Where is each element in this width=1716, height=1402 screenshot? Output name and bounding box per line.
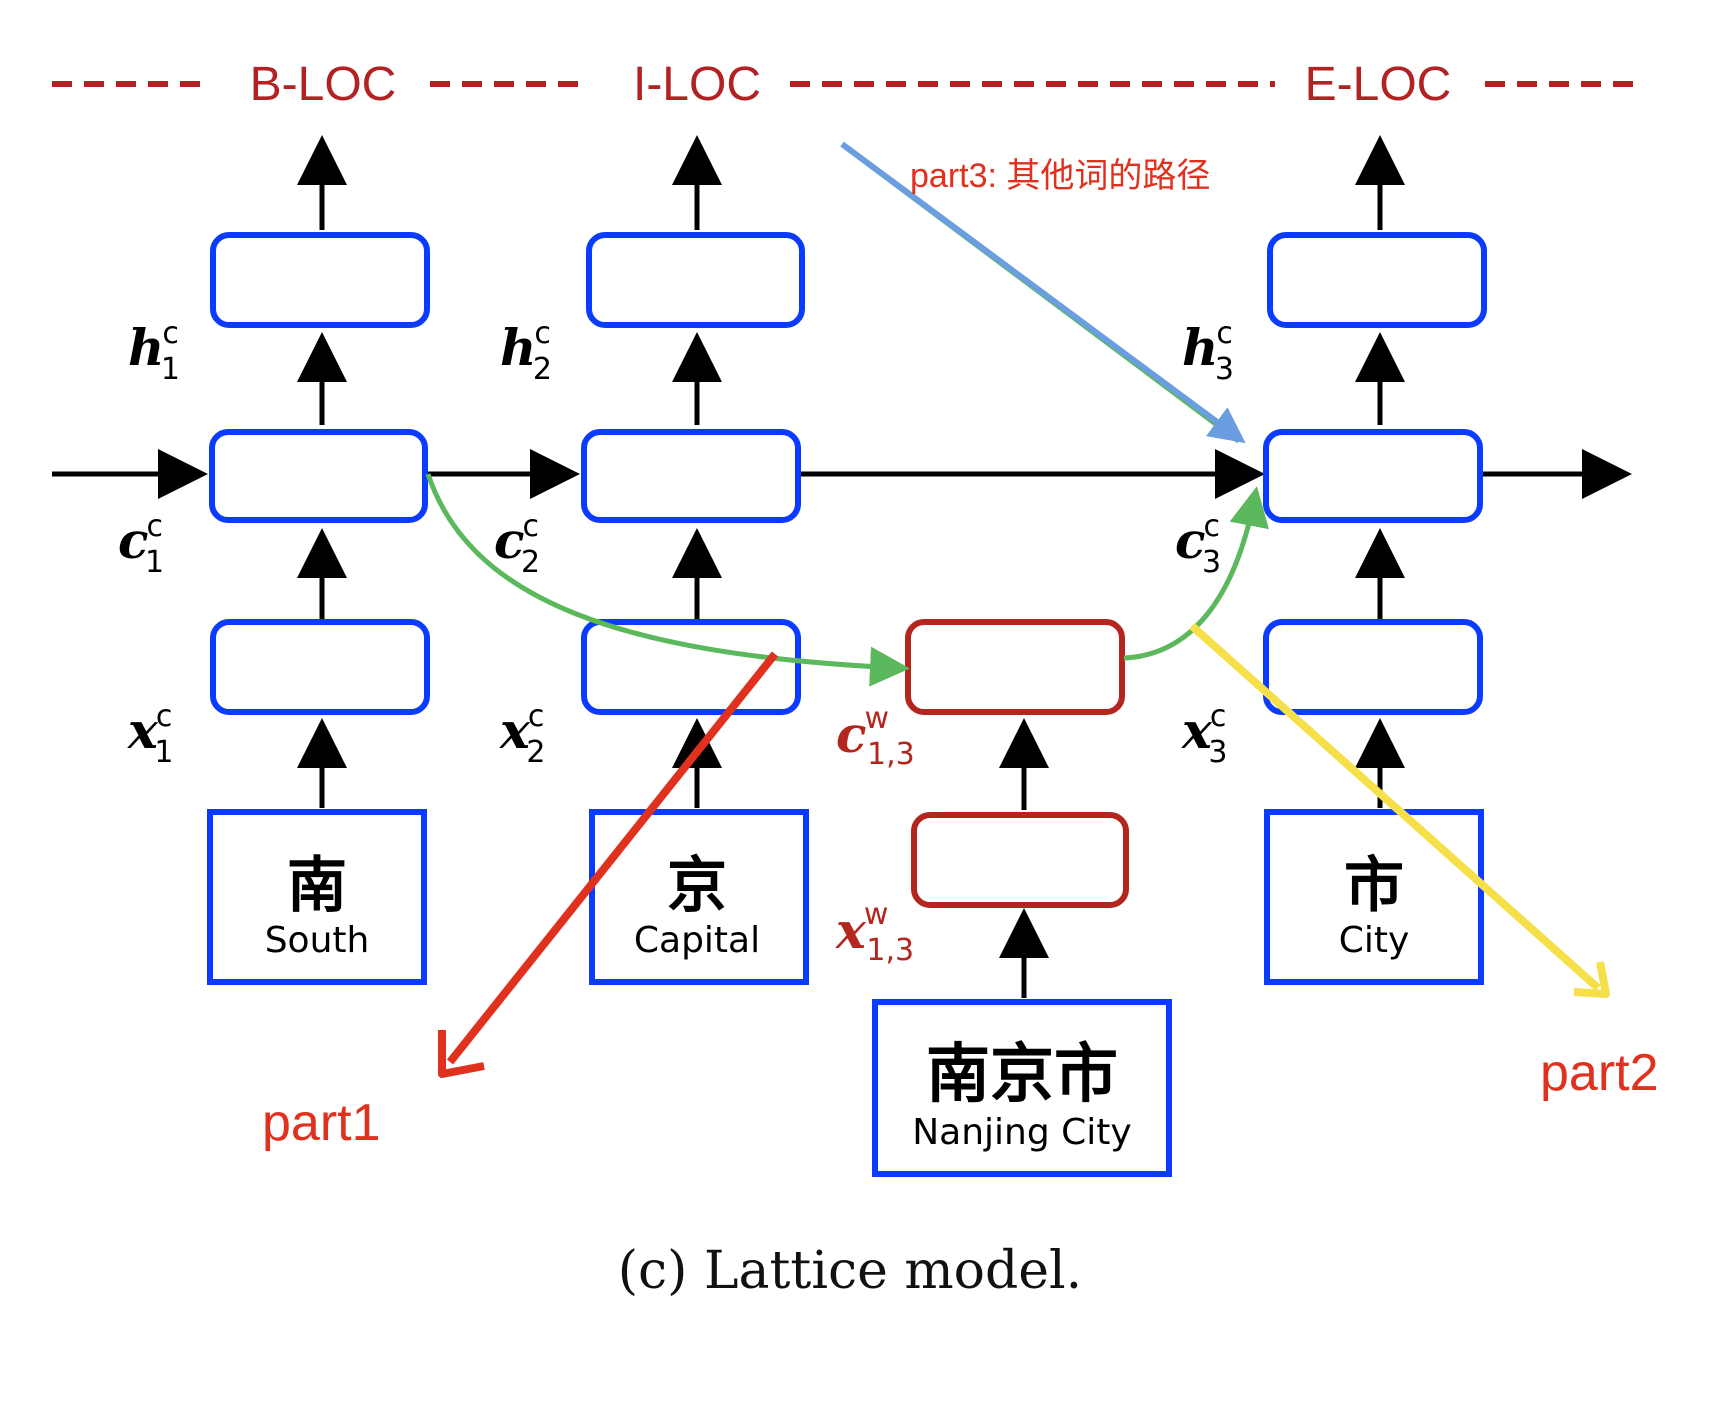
token-box-city [1264, 809, 1484, 985]
c1-cell [209, 429, 428, 523]
token-south-zh: 南 [287, 851, 347, 921]
label-c1: cc 1 [118, 509, 164, 580]
label-h1: hc 1 [128, 316, 180, 387]
label-x3: xc 3 [1181, 699, 1227, 770]
label-x2: xc 2 [499, 699, 545, 770]
tag-b-loc: B-LOC [250, 58, 397, 111]
word-x-cell [911, 812, 1129, 908]
label-x1: xc 1 [127, 699, 173, 770]
label-h2: hc 2 [500, 316, 552, 387]
label-c2: cc 2 [494, 509, 540, 580]
token-capital-en: Capital [634, 920, 760, 961]
tag-i-loc: I-LOC [633, 58, 761, 111]
part3-label: part3: 其他词的路径 [910, 157, 1210, 195]
word-c-cell [905, 619, 1125, 715]
token-box-nanjing [872, 999, 1172, 1177]
h2-cell [586, 232, 805, 328]
part2-arrow [1189, 623, 1610, 998]
h1-cell [210, 232, 430, 328]
green-path-to-word [425, 473, 910, 687]
token-capital-zh: 京 [667, 851, 727, 921]
part3-arrow [840, 141, 1246, 444]
c3-cell [1263, 429, 1483, 523]
x1-cell [210, 619, 430, 715]
token-box-south [207, 809, 427, 985]
part1-label: part1 [262, 1094, 381, 1152]
label-c3: cc 3 [1175, 509, 1221, 580]
green-path-from-word [1123, 486, 1269, 661]
tag-e-loc: E-LOC [1305, 58, 1452, 111]
c2-cell [581, 429, 801, 523]
token-city-en: City [1339, 920, 1410, 961]
token-nanjing-en: Nanjing City [912, 1112, 1131, 1153]
label-h3: hc 3 [1182, 316, 1234, 387]
figure-caption: (c) Lattice model. [618, 1241, 1082, 1301]
h3-cell [1267, 232, 1487, 328]
part1-arrow [438, 651, 779, 1078]
x3-cell [1263, 619, 1483, 715]
label-word-c: cw 1,3 [836, 701, 915, 772]
token-south-en: South [265, 920, 370, 961]
token-city-zh: 市 [1344, 851, 1404, 921]
part2-label: part2 [1540, 1044, 1659, 1102]
token-nanjing-zh: 南京市 [926, 1038, 1118, 1112]
label-word-x: xw 1,3 [835, 897, 914, 968]
